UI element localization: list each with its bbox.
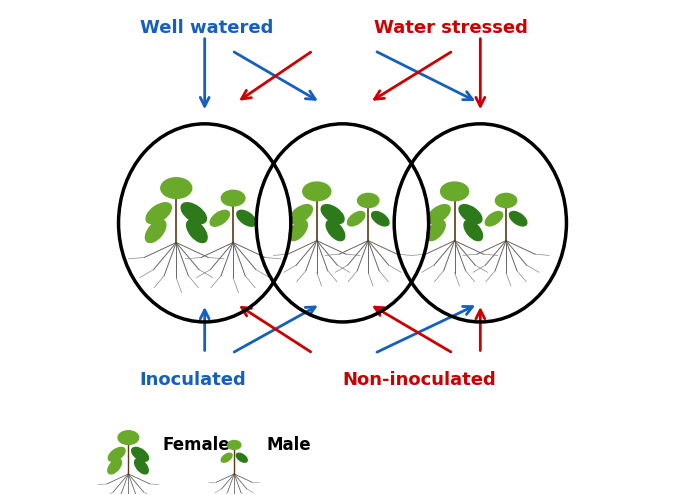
Ellipse shape [427, 220, 445, 241]
Ellipse shape [161, 178, 192, 198]
Ellipse shape [321, 204, 344, 224]
Ellipse shape [181, 203, 206, 224]
Text: Female: Female [163, 437, 230, 454]
Ellipse shape [236, 453, 247, 462]
Ellipse shape [303, 182, 331, 200]
Ellipse shape [108, 459, 121, 474]
Ellipse shape [427, 204, 450, 224]
Ellipse shape [495, 194, 516, 207]
Ellipse shape [118, 431, 138, 445]
Ellipse shape [290, 204, 312, 224]
Ellipse shape [326, 220, 345, 241]
Ellipse shape [210, 210, 229, 226]
Ellipse shape [289, 220, 308, 241]
Ellipse shape [145, 220, 166, 243]
Ellipse shape [186, 220, 207, 243]
Ellipse shape [146, 203, 171, 224]
Ellipse shape [237, 210, 256, 226]
Ellipse shape [221, 190, 245, 206]
Text: Inoculated: Inoculated [139, 371, 246, 389]
Ellipse shape [440, 182, 469, 200]
Ellipse shape [464, 220, 482, 241]
Ellipse shape [347, 211, 365, 226]
Ellipse shape [227, 441, 241, 449]
Text: Water stressed: Water stressed [374, 19, 527, 37]
Ellipse shape [108, 447, 125, 461]
Text: Non-inoculated: Non-inoculated [342, 371, 496, 389]
Ellipse shape [221, 453, 232, 462]
Ellipse shape [371, 211, 389, 226]
Ellipse shape [459, 204, 482, 224]
Ellipse shape [135, 459, 148, 474]
Text: Well watered: Well watered [140, 19, 274, 37]
Ellipse shape [358, 194, 379, 207]
Ellipse shape [132, 447, 149, 461]
Ellipse shape [485, 211, 503, 226]
Text: Male: Male [266, 437, 311, 454]
Ellipse shape [510, 211, 527, 226]
